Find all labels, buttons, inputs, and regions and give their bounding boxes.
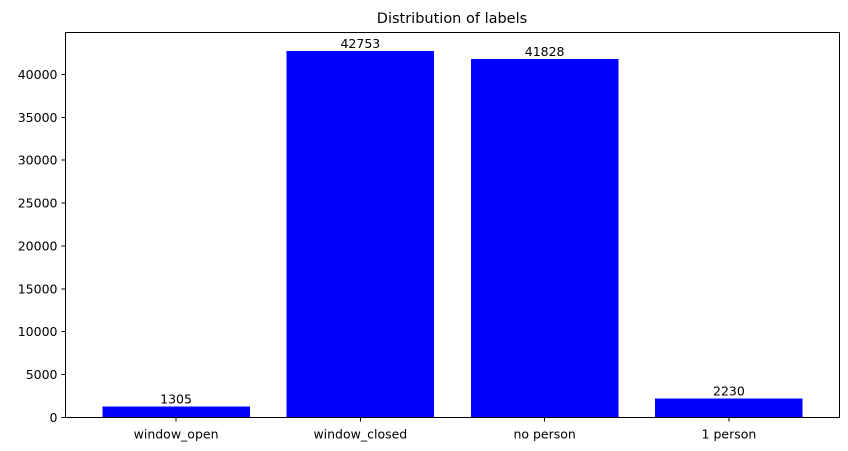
y-tick-label-3: 15000 [18,281,58,296]
y-tick-label-2: 10000 [18,324,58,339]
data-label-2: 41828 [525,44,565,59]
data-label-3: 2230 [713,383,745,398]
y-axis: 0 5000 10000 15000 20000 25000 30000 35000 40000 [18,67,66,425]
bar-1 [286,50,435,418]
plot-frame [65,32,840,418]
bar-0 [102,406,250,418]
x-tick-label-2: no person [513,427,575,442]
y-tick-label-1: 5000 [26,367,58,382]
y-tick-label-7: 35000 [18,110,58,125]
y-tick-label-6: 30000 [18,153,58,168]
y-tick-label-8: 40000 [18,67,58,82]
x-tick-label-0: window_open [134,427,219,442]
data-labels-group: 1305 42753 41828 2230 [160,36,745,406]
y-tick-label-0: 0 [50,410,58,425]
chart-title: Distribution of labels [377,11,527,27]
x-tick-label-3: 1 person [702,427,757,442]
bar-2 [470,58,619,418]
bar-3 [655,398,803,418]
data-label-0: 1305 [160,391,192,406]
bars-group [102,50,803,418]
y-tick-label-5: 25000 [18,196,58,211]
y-tick-label-4: 20000 [18,238,58,253]
x-tick-label-1: window_closed [313,427,407,442]
x-axis: window_open window_closed no person 1 perso… [134,417,757,442]
data-label-1: 42753 [340,36,380,51]
